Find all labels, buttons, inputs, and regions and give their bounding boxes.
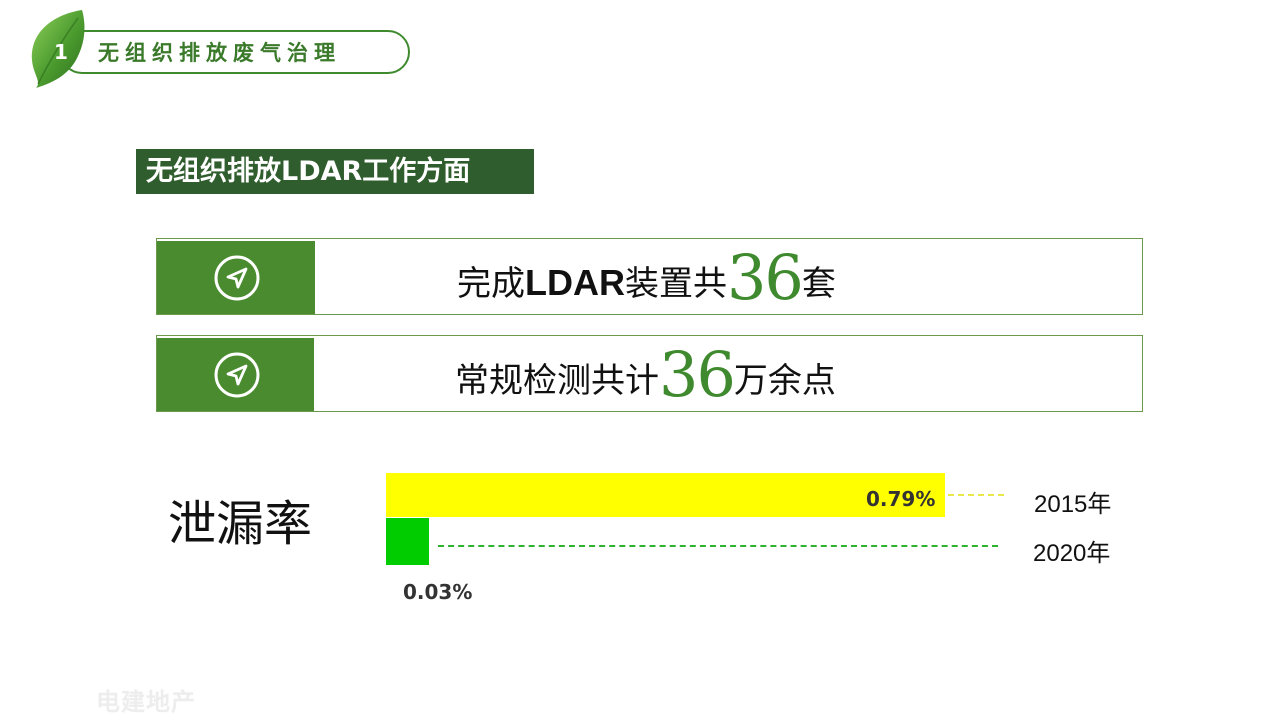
category-label-2020: 2020年 [1033,540,1111,567]
stat-text: 常规检测共计36万余点 [455,336,836,413]
leaf-icon [31,10,85,88]
navigation-arrow-icon [214,255,260,301]
chart-title: 泄漏率 [168,496,313,552]
bar-2020 [386,518,429,565]
stat-suffix: 套 [801,264,836,304]
section-label: 无组织排放LDAR工作方面 [136,149,534,194]
stat-number: 36 [659,338,736,411]
stat-prefix: 完成 [457,264,525,304]
stat-suffix: 万余点 [733,361,836,401]
stat-number: 36 [726,241,804,314]
stat-row-detection-points: 常规检测共计36万余点 [156,335,1143,412]
stat-middle: 装置共 [624,264,727,304]
stat-text: 完成LDAR装置共36套 [457,239,836,316]
bar-value-label-2020: 0.03% [403,580,473,604]
bar-2015 [386,473,945,517]
stat-bold-term: LDAR [525,262,625,303]
stat-icon-block [157,338,314,411]
header-pill [60,30,410,74]
leader-line-2015 [948,494,1004,496]
section-number: 1 [54,40,68,64]
stat-row-ldar-units: 完成LDAR装置共36套 [156,238,1143,315]
page-title: 无组织排放废气治理 [98,41,341,65]
stat-prefix: 常规检测共计 [455,361,659,401]
watermark: 电建地产 [96,688,196,716]
category-label-2015: 2015年 [1034,491,1112,518]
stat-icon-block [157,241,315,314]
bar-value-label-2015: 0.79% [866,487,936,511]
leader-line-2020 [438,545,998,547]
navigation-arrow-icon [214,352,260,398]
